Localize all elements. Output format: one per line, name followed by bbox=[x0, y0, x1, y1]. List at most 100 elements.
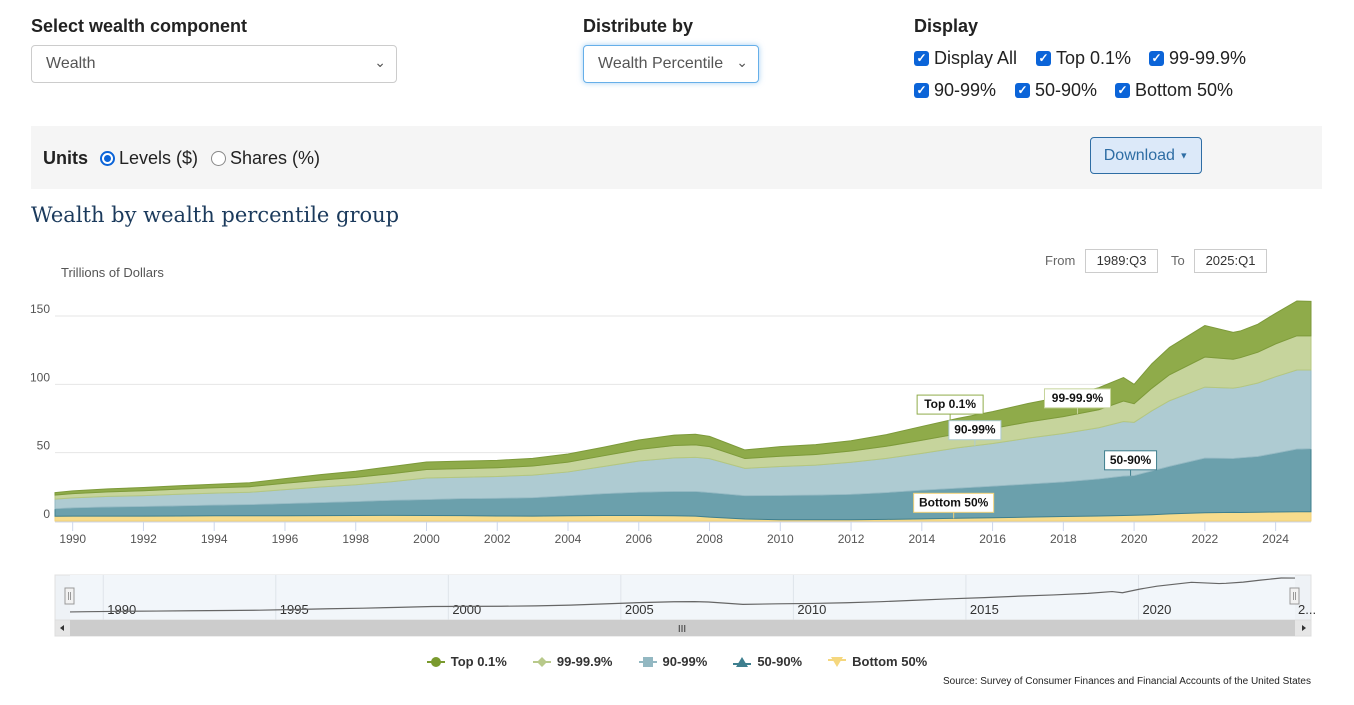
radio-label: Shares (%) bbox=[230, 148, 321, 168]
x-tick-label: 2012 bbox=[838, 532, 865, 546]
x-tick-label: 2016 bbox=[979, 532, 1006, 546]
diamond-marker-icon bbox=[532, 656, 551, 667]
checkbox-label: Bottom 50% bbox=[1135, 80, 1234, 100]
navigator-year-label: 2020 bbox=[1142, 602, 1171, 617]
x-tick-label: 2008 bbox=[696, 532, 723, 546]
checkmark-icon: ✓ bbox=[1036, 51, 1051, 66]
y-tick-label: 100 bbox=[30, 370, 50, 384]
wealth-chart: Trillions of Dollars 0 50 100 150 1990 1992 1… bbox=[30, 265, 1316, 637]
legend-label: 90-99% bbox=[662, 654, 708, 669]
x-tick-label: 2006 bbox=[625, 532, 652, 546]
units-bar: Units Levels ($) Shares (%) Download ▼ bbox=[31, 126, 1322, 189]
source-note: Source: Survey of Consumer Finances and … bbox=[943, 676, 1311, 687]
triangle-down-marker-icon bbox=[828, 656, 847, 667]
checkbox-50-90[interactable]: ✓ 50-90% bbox=[1015, 80, 1097, 101]
square-marker-icon bbox=[638, 656, 657, 667]
distribute-select[interactable]: Wealth Percentile ⌄ bbox=[583, 45, 759, 83]
radio-shares[interactable]: Shares (%) bbox=[211, 148, 320, 169]
scroll-left-arrow-icon[interactable] bbox=[60, 625, 64, 631]
range-to-input[interactable]: 2025:Q1 bbox=[1194, 249, 1267, 273]
checkmark-icon: ✓ bbox=[1149, 51, 1164, 66]
x-tick-label: 2018 bbox=[1050, 532, 1077, 546]
circle-marker-icon bbox=[426, 656, 445, 667]
radio-unselected-icon bbox=[211, 151, 226, 166]
checkbox-top-0-1[interactable]: ✓ Top 0.1% bbox=[1036, 48, 1131, 69]
checkbox-label: Top 0.1% bbox=[1056, 48, 1132, 68]
units-label: Units bbox=[43, 148, 88, 168]
scrollbar-grip-icon: III bbox=[678, 624, 686, 635]
display-label: Display bbox=[914, 16, 979, 36]
navigator-left-handle[interactable] bbox=[64, 587, 75, 605]
navigator-year-label: 2005 bbox=[625, 602, 654, 617]
checkmark-icon: ✓ bbox=[1115, 83, 1130, 98]
annotation-label: Bottom 50% bbox=[919, 495, 989, 509]
y-tick-label: 0 bbox=[43, 507, 50, 521]
download-button[interactable]: Download ▼ bbox=[1090, 137, 1202, 174]
x-tick-label: 2000 bbox=[413, 532, 440, 546]
navigator-year-label: 1990 bbox=[107, 602, 136, 617]
annotation-label: Top 0.1% bbox=[924, 397, 976, 411]
y-tick-label: 50 bbox=[37, 439, 51, 453]
annotation-50-90-: 50-90% bbox=[1104, 450, 1158, 476]
checkmark-icon: ✓ bbox=[914, 51, 929, 66]
chevron-down-icon: ⌄ bbox=[374, 54, 386, 70]
component-label: Select wealth component bbox=[31, 16, 248, 36]
annotation-label: 99-99.9% bbox=[1052, 391, 1104, 405]
checkbox-label: Display All bbox=[934, 48, 1018, 68]
x-tick-label: 2004 bbox=[555, 532, 582, 546]
x-tick-label: 1996 bbox=[272, 532, 299, 546]
triangle-marker-icon bbox=[733, 656, 752, 667]
legend-item-99-99-9[interactable]: 99-99.9% bbox=[532, 654, 613, 669]
annotation-label: 90-99% bbox=[954, 423, 996, 437]
legend-item-50-90[interactable]: 50-90% bbox=[733, 654, 802, 669]
navigator-year-label: 2... bbox=[1298, 602, 1316, 617]
chart-legend: Top 0.1% 99-99.9% 90-99% 50-90% Bottom 5… bbox=[0, 654, 1354, 669]
chart-title: Wealth by wealth percentile group bbox=[31, 203, 400, 227]
checkbox-bottom-50[interactable]: ✓ Bottom 50% bbox=[1115, 80, 1233, 101]
y-axis-title: Trillions of Dollars bbox=[61, 265, 164, 280]
annotation-bottom-50-: Bottom 50% bbox=[913, 492, 995, 519]
navigator-series-line bbox=[69, 577, 1296, 613]
legend-item-top-0-1[interactable]: Top 0.1% bbox=[426, 654, 507, 669]
checkbox-99-99-9[interactable]: ✓ 99-99.9% bbox=[1149, 48, 1246, 69]
range-from-input[interactable]: 1989:Q3 bbox=[1085, 249, 1158, 273]
distribute-label: Distribute by bbox=[583, 16, 694, 36]
legend-item-90-99[interactable]: 90-99% bbox=[638, 654, 708, 669]
checkbox-display-all[interactable]: ✓ Display All bbox=[914, 48, 1017, 69]
x-tick-label: 2010 bbox=[767, 532, 794, 546]
x-tick-label: 1994 bbox=[201, 532, 228, 546]
checkmark-icon: ✓ bbox=[1015, 83, 1030, 98]
scrollbar[interactable]: III bbox=[54, 619, 1312, 637]
legend-label: 99-99.9% bbox=[556, 654, 613, 669]
checkbox-90-99[interactable]: ✓ 90-99% bbox=[914, 80, 996, 101]
radio-levels[interactable]: Levels ($) bbox=[100, 148, 198, 169]
navigator-year-label: 2010 bbox=[797, 602, 826, 617]
navigator-right-handle[interactable] bbox=[1289, 587, 1300, 605]
x-tick-label: 2014 bbox=[908, 532, 935, 546]
x-tick-label: 2024 bbox=[1262, 532, 1289, 546]
x-tick-label: 1990 bbox=[59, 532, 86, 546]
navigator[interactable]: 1990 1995 2000 2005 2010 2015 2020 2... III bbox=[54, 574, 1316, 637]
navigator-year-label: 2015 bbox=[970, 602, 999, 617]
distribute-select-value: Wealth Percentile bbox=[598, 55, 724, 72]
component-select-value: Wealth bbox=[46, 55, 96, 72]
annotation-99-99-9-: 99-99.9% bbox=[1043, 388, 1111, 414]
checkbox-label: 99-99.9% bbox=[1169, 48, 1247, 68]
scroll-right-arrow-icon[interactable] bbox=[1302, 625, 1306, 631]
radio-label: Levels ($) bbox=[119, 148, 199, 168]
legend-label: Top 0.1% bbox=[450, 654, 507, 669]
annotation-label: 50-90% bbox=[1110, 453, 1152, 467]
annotation-90-99-: 90-99% bbox=[948, 420, 1002, 446]
annotation-top-0-1-: Top 0.1% bbox=[916, 394, 984, 421]
legend-label: Bottom 50% bbox=[852, 654, 928, 669]
x-tick-label: 1998 bbox=[342, 532, 369, 546]
navigator-selection[interactable] bbox=[70, 575, 1295, 620]
scrollbar-thumb[interactable] bbox=[70, 620, 1295, 636]
checkbox-label: 50-90% bbox=[1035, 80, 1098, 100]
download-label: Download bbox=[1103, 147, 1175, 164]
chevron-down-icon: ⌄ bbox=[736, 54, 748, 70]
component-select[interactable]: Wealth ⌄ bbox=[31, 45, 397, 83]
caret-down-icon: ▼ bbox=[1179, 150, 1189, 161]
legend-item-bottom-50[interactable]: Bottom 50% bbox=[828, 654, 927, 669]
range-to-label: To bbox=[1171, 253, 1185, 268]
